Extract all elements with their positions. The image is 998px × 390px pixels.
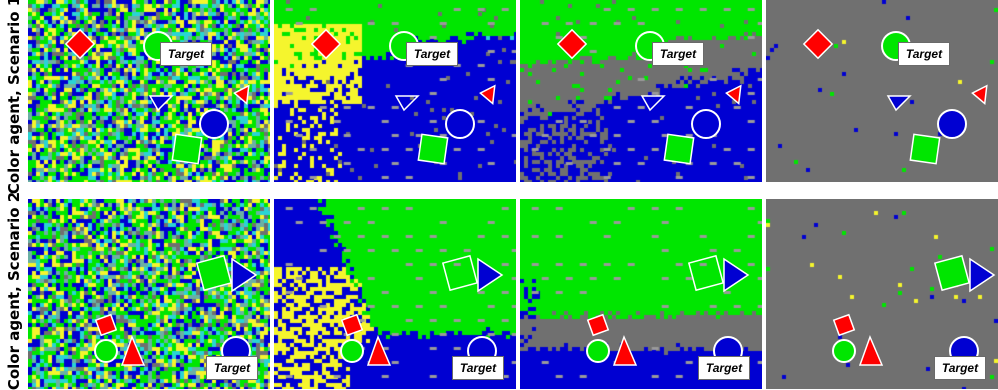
grid-panel-r1-c2: Target xyxy=(274,0,516,182)
red-triangle-shape xyxy=(971,84,988,105)
target-label: Target xyxy=(160,42,212,66)
shapes-layer xyxy=(64,28,250,165)
red-square-shape xyxy=(94,313,118,337)
blue-circle-shape xyxy=(199,109,229,139)
cell-grid xyxy=(520,0,762,182)
target-label: Target xyxy=(652,42,704,66)
cell-grid xyxy=(28,0,270,182)
grid-panel-r2-c3: Target xyxy=(520,199,762,389)
blue-triangle-shape xyxy=(148,95,174,112)
blue-triangle-shape xyxy=(969,257,996,293)
blue-circle-shape xyxy=(445,109,475,139)
grid-panel-r1-c1: Target xyxy=(28,0,270,182)
green-square-shape xyxy=(909,133,941,165)
blue-triangle-shape xyxy=(640,95,666,112)
red-square-shape xyxy=(832,313,856,337)
blue-triangle-shape xyxy=(723,257,750,293)
red-square-shape xyxy=(556,28,588,60)
cell-grid xyxy=(274,0,516,182)
red-triangle-shape xyxy=(120,334,146,366)
target-label: Target xyxy=(452,356,504,380)
blue-triangle-shape xyxy=(394,95,420,112)
row-label-text: Color agent, Scenario 1 xyxy=(5,0,23,195)
grid-panel-r1-c4: Target xyxy=(766,0,998,182)
cell-grid xyxy=(766,0,998,182)
grid-panel-r2-c1: Target xyxy=(28,199,270,389)
green-circle-shape xyxy=(340,339,364,363)
green-circle-shape xyxy=(94,339,118,363)
shapes-layer xyxy=(310,28,496,165)
target-label: Target xyxy=(898,42,950,66)
target-label: Target xyxy=(698,356,750,380)
grid-panel-r2-c2: Target xyxy=(274,199,516,389)
red-triangle-shape xyxy=(366,334,392,366)
green-square-shape xyxy=(663,133,695,165)
red-triangle-shape xyxy=(858,334,884,366)
blue-triangle-shape xyxy=(477,257,504,293)
green-square-shape xyxy=(441,254,479,292)
blue-circle-shape xyxy=(691,109,721,139)
red-square-shape xyxy=(340,313,364,337)
blue-triangle-shape xyxy=(886,95,912,112)
red-square-shape xyxy=(64,28,96,60)
green-square-shape xyxy=(171,133,203,165)
row-label-text: Color agent, Scenario 2 xyxy=(5,191,23,390)
red-square-shape xyxy=(586,313,610,337)
red-triangle-shape xyxy=(725,84,742,105)
target-label: Target xyxy=(206,356,258,380)
shapes-layer xyxy=(802,28,988,165)
blue-triangle-shape xyxy=(231,257,258,293)
target-label: Target xyxy=(406,42,458,66)
shapes-layer xyxy=(556,28,742,165)
grid-panel-r1-c3: Target xyxy=(520,0,762,182)
red-square-shape xyxy=(802,28,834,60)
shapes-layer xyxy=(586,254,750,366)
green-square-shape xyxy=(687,254,725,292)
red-triangle-shape xyxy=(233,84,250,105)
green-square-shape xyxy=(417,133,449,165)
red-triangle-shape xyxy=(612,334,638,366)
green-square-shape xyxy=(933,254,971,292)
red-square-shape xyxy=(310,28,342,60)
row-label-scenario-2: Color agent, Scenario 2 xyxy=(0,192,28,390)
green-circle-shape xyxy=(832,339,856,363)
green-circle-shape xyxy=(586,339,610,363)
red-triangle-shape xyxy=(479,84,496,105)
row-label-scenario-1: Color agent, Scenario 1 xyxy=(0,0,28,194)
target-label: Target xyxy=(934,356,986,380)
green-square-shape xyxy=(195,254,233,292)
blue-circle-shape xyxy=(937,109,967,139)
grid-panel-r2-c4: Target xyxy=(766,199,998,389)
